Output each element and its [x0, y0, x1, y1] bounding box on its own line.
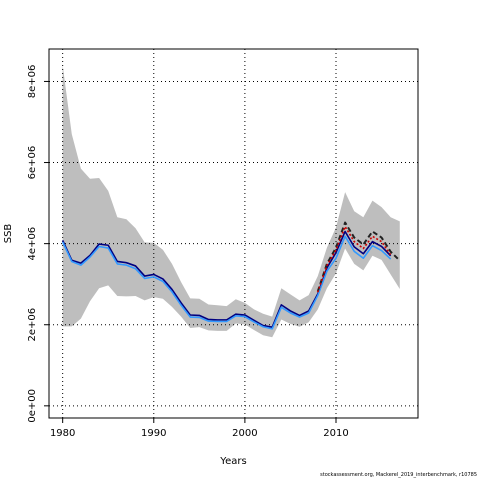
y-tick-label: 4e+06: [27, 227, 38, 261]
y-tick-label: 0e+00: [27, 389, 38, 423]
y-axis-title: SSB: [3, 224, 14, 244]
y-tick-label: 6e+06: [27, 146, 38, 180]
series-line-3: [316, 221, 401, 292]
y-tick-label: 2e+06: [27, 308, 38, 342]
plot-frame: [48, 48, 419, 419]
y-tick-label: 8e+06: [27, 65, 38, 99]
series-line-1: [61, 230, 392, 328]
x-axis-title: Years: [219, 456, 246, 467]
x-tick-label: 1980: [50, 428, 75, 439]
grid-layer: [49, 49, 418, 418]
x-tick-label: 1990: [141, 428, 166, 439]
x-tick-label: 2000: [232, 428, 257, 439]
series-line-4: [317, 225, 392, 293]
tick-layer: 1980 1990 2000 2010 0e+00 2e+06 4e+06 6e+06 8e+0…: [27, 65, 349, 439]
source-footnote: stockassessment.org, Mackerel_2019_inter…: [320, 472, 477, 478]
confidence-band: [62, 65, 400, 338]
series-layer: [61, 221, 401, 330]
series-line-2: [61, 235, 392, 330]
confidence-band-layer: [62, 65, 400, 338]
x-tick-label: 2010: [323, 428, 348, 439]
